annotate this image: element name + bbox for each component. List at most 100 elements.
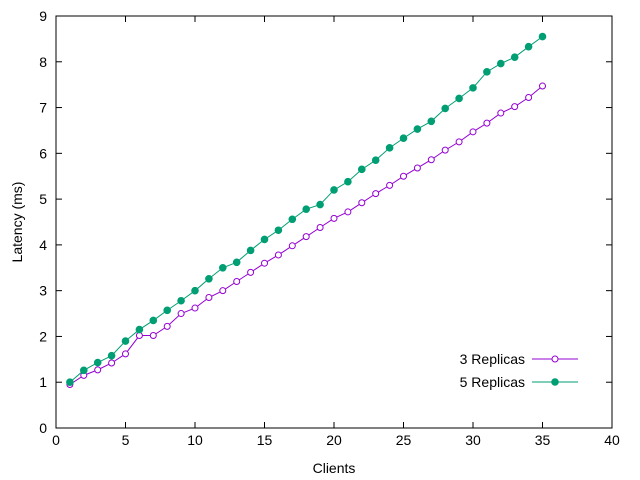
data-point-5-replicas <box>274 226 283 235</box>
y-tick-label: 4 <box>39 237 47 253</box>
legend-label-5-replicas: 5 Replicas <box>460 374 525 390</box>
data-point-5-replicas <box>177 296 185 305</box>
data-point-3-replicas <box>247 268 255 276</box>
data-point-5-replicas <box>191 286 199 295</box>
x-tick-label: 15 <box>257 432 273 448</box>
x-tick-label: 25 <box>396 432 412 448</box>
data-point-5-replicas <box>483 68 491 76</box>
y-tick-label: 6 <box>39 145 47 161</box>
data-point-3-replicas <box>288 242 296 250</box>
x-tick-label: 5 <box>122 432 130 448</box>
data-point-3-replicas <box>149 332 157 340</box>
data-point-5-replicas <box>66 378 74 387</box>
data-point-5-replicas <box>205 274 213 283</box>
x-tick-label: 35 <box>535 432 551 448</box>
data-point-3-replicas <box>497 109 505 117</box>
data-point-5-replicas <box>524 42 533 51</box>
data-point-5-replicas <box>149 316 158 325</box>
series-5-replicas <box>66 32 547 387</box>
data-point-5-replicas <box>469 84 477 92</box>
y-axis-title: Latency (ms) <box>9 182 25 263</box>
data-point-5-replicas <box>330 186 338 194</box>
data-point-3-replicas <box>233 278 241 286</box>
data-point-3-replicas <box>302 233 310 241</box>
data-point-5-replicas <box>219 263 227 272</box>
data-point-3-replicas <box>135 332 143 340</box>
data-point-5-replicas <box>107 351 116 360</box>
data-point-5-replicas <box>538 32 547 41</box>
data-point-5-replicas <box>358 165 366 174</box>
legend-label-3-replicas: 3 Replicas <box>460 351 525 367</box>
data-point-5-replicas <box>288 215 297 224</box>
data-point-3-replicas <box>400 172 407 180</box>
legend: 3 Replicas 5 Replicas <box>460 351 578 390</box>
data-point-5-replicas <box>260 235 269 244</box>
data-point-3-replicas <box>441 146 449 154</box>
y-tick-label: 0 <box>39 420 47 436</box>
y-tick-label: 3 <box>39 283 47 299</box>
data-point-3-replicas <box>163 322 171 330</box>
data-point-3-replicas <box>469 128 477 136</box>
data-point-5-replicas <box>344 177 352 186</box>
data-point-3-replicas <box>413 164 421 172</box>
x-axis-title: Clients <box>313 460 356 476</box>
data-point-3-replicas <box>177 310 185 318</box>
data-point-5-replicas <box>441 104 450 113</box>
data-point-5-replicas <box>246 246 255 255</box>
y-tick-label: 8 <box>39 54 47 70</box>
x-tick-label: 40 <box>604 432 620 448</box>
data-point-3-replicas <box>219 287 227 295</box>
y-tick-label: 2 <box>39 328 47 344</box>
data-point-3-replicas <box>344 208 352 216</box>
y-tick-label: 7 <box>39 100 47 116</box>
x-tick-label: 0 <box>52 432 60 448</box>
x-tick-label: 20 <box>326 432 342 448</box>
data-point-3-replicas <box>539 82 546 90</box>
data-point-5-replicas <box>371 156 380 164</box>
x-tick-label: 30 <box>465 432 481 448</box>
data-point-5-replicas <box>455 94 463 103</box>
data-point-5-replicas <box>232 258 241 267</box>
data-point-3-replicas <box>316 223 324 231</box>
legend-marker-5-replicas <box>551 378 559 386</box>
data-point-5-replicas <box>510 53 519 62</box>
data-point-5-replicas <box>302 205 311 213</box>
data-point-5-replicas <box>385 144 394 152</box>
data-point-3-replicas <box>427 156 435 164</box>
data-point-5-replicas <box>135 325 144 334</box>
data-point-5-replicas <box>497 59 505 68</box>
data-point-3-replicas <box>455 138 463 146</box>
data-point-5-replicas <box>316 200 324 209</box>
plot-frame <box>55 15 613 429</box>
series-layer <box>66 32 547 389</box>
data-point-5-replicas <box>93 358 102 367</box>
data-point-3-replicas <box>261 259 268 267</box>
y-tick-label: 5 <box>39 191 47 207</box>
legend-marker-3-replicas <box>551 355 559 363</box>
data-point-3-replicas <box>386 181 394 189</box>
data-point-3-replicas <box>205 294 213 302</box>
series-3-replicas <box>66 82 546 389</box>
y-tick-label: 9 <box>39 8 47 24</box>
data-point-3-replicas <box>274 251 282 259</box>
x-tick-label: 10 <box>187 432 203 448</box>
data-point-3-replicas <box>511 103 519 111</box>
data-point-5-replicas <box>121 337 130 345</box>
data-point-3-replicas <box>330 214 338 222</box>
data-point-3-replicas <box>372 190 380 198</box>
axis-ticks: 0 5 10 15 20 25 30 35 40 0 1 2 3 4 5 6 7 8 9 <box>39 8 620 448</box>
data-point-3-replicas <box>191 304 199 312</box>
y-tick-label: 1 <box>39 374 47 390</box>
data-point-3-replicas <box>94 366 102 374</box>
data-point-3-replicas <box>483 119 491 127</box>
data-point-5-replicas <box>163 306 171 315</box>
data-point-3-replicas <box>122 350 129 358</box>
data-point-5-replicas <box>399 134 408 143</box>
data-point-5-replicas <box>427 117 436 126</box>
data-point-3-replicas <box>358 199 366 207</box>
data-point-3-replicas <box>108 359 116 367</box>
data-point-5-replicas <box>413 125 422 133</box>
data-point-3-replicas <box>525 93 533 101</box>
data-point-5-replicas <box>80 366 88 375</box>
